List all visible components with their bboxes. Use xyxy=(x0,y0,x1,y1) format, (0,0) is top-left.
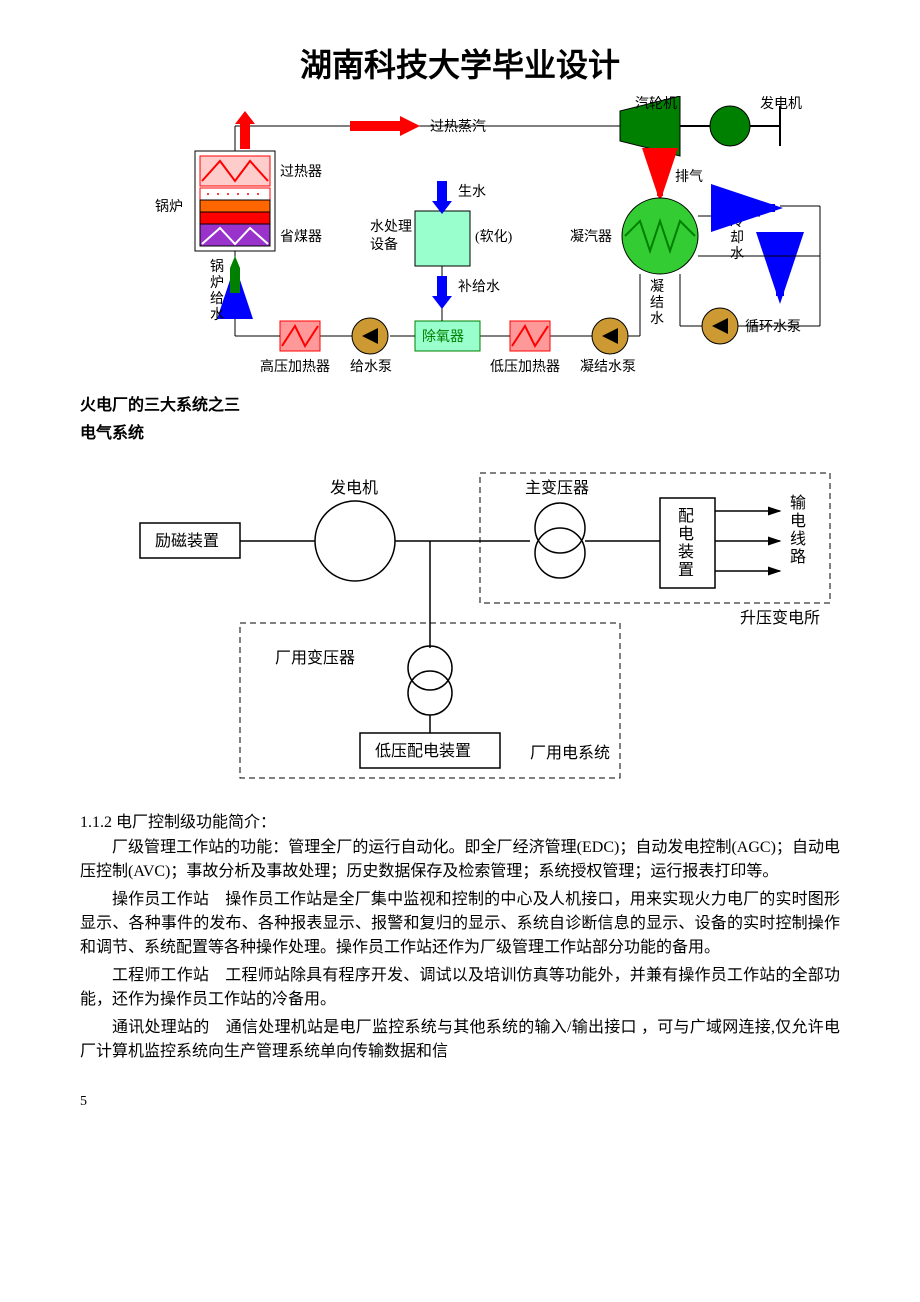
turbine-label: 汽轮机 xyxy=(635,96,677,112)
transmission-label: 输电线路 xyxy=(790,494,806,566)
generator-shape xyxy=(710,106,750,146)
substation-label: 升压变电所 xyxy=(740,609,820,627)
distribution-label: 配电装置 xyxy=(678,507,694,579)
condenser-shape xyxy=(622,198,698,274)
thermal-system-diagram: 汽轮机 发电机 排气 凝汽器 冷却水 循环水泵 凝结水 凝结水泵 低压加热器 除… xyxy=(80,96,840,381)
steam-arrow xyxy=(350,121,400,131)
boiler-label: 锅炉 xyxy=(155,199,183,215)
generator-label: 发电机 xyxy=(760,96,802,112)
deaerator-label: 除氧器 xyxy=(422,329,464,345)
feedwater-pump-label: 给水泵 xyxy=(350,359,392,375)
aux-xfmr-label: 厂用变压器 xyxy=(275,649,355,667)
exhaust-label: 排气 xyxy=(675,169,703,185)
page-number: 5 xyxy=(80,1094,840,1110)
economizer-label: 省煤器 xyxy=(280,229,322,245)
lp-heater-label: 低压加热器 xyxy=(490,359,560,375)
makeup-water-label: 补给水 xyxy=(458,279,500,295)
steam-label: 过热蒸汽 xyxy=(430,119,486,135)
aux-xfmr-bot xyxy=(408,671,452,715)
hp-heater-label: 高压加热器 xyxy=(260,358,330,375)
raw-water-label: 生水 xyxy=(458,184,486,200)
aux-system-label: 厂用电系统 xyxy=(530,744,610,762)
aux-xfmr-top xyxy=(408,646,452,690)
condensate-label: 凝结水 xyxy=(650,279,664,327)
system3-heading: 火电厂的三大系统之三 xyxy=(80,391,840,415)
cooling-water-label: 冷却水 xyxy=(730,214,744,262)
page-title: 湖南科技大学毕业设计 xyxy=(80,40,840,86)
lv-dist-label: 低压配电装置 xyxy=(375,742,471,760)
section-number: 1.1.2 电厂控制级功能简介： xyxy=(80,808,840,832)
paragraph-4: 通讯处理站的 通信处理机站是电厂监控系统与其他系统的输入/输出接口 ，可与广域网… xyxy=(80,1016,840,1064)
electrical-system-diagram: 升压变电所 励磁装置 发电机 主变压器 配电装置 输电线路 厂用电系统 厂用变压… xyxy=(80,453,840,798)
excitation-label: 励磁装置 xyxy=(155,532,219,550)
main-xfmr-label: 主变压器 xyxy=(525,479,589,497)
circ-pump-label: 循环水泵 xyxy=(745,319,801,335)
condenser-label: 凝汽器 xyxy=(570,229,612,245)
superheater-label: 过热器 xyxy=(280,164,322,180)
generator2-label: 发电机 xyxy=(330,479,378,497)
paragraph-3: 工程师工作站 工程师站除具有程序开发、调试以及培训仿真等功能外，并兼有操作员工作… xyxy=(80,964,840,1012)
generator2-shape xyxy=(315,501,395,581)
paragraph-2: 操作员工作站 操作员工作站是全厂集中监视和控制的中心及人机接口，用来实现火力电厂… xyxy=(80,888,840,960)
softening-label: (软化) xyxy=(475,229,513,245)
water-treatment-label: 水处理设备 xyxy=(370,219,412,253)
condensate-pump-label: 凝结水泵 xyxy=(580,359,636,375)
boiler-feedwater-label: 锅炉给水 xyxy=(210,259,224,323)
paragraph-1: 厂级管理工作站的功能：管理全厂的运行自动化。即全厂经济管理(EDC)；自动发电控… xyxy=(80,836,840,884)
water-treatment-shape xyxy=(415,211,470,266)
electrical-heading: 电气系统 xyxy=(80,419,840,443)
